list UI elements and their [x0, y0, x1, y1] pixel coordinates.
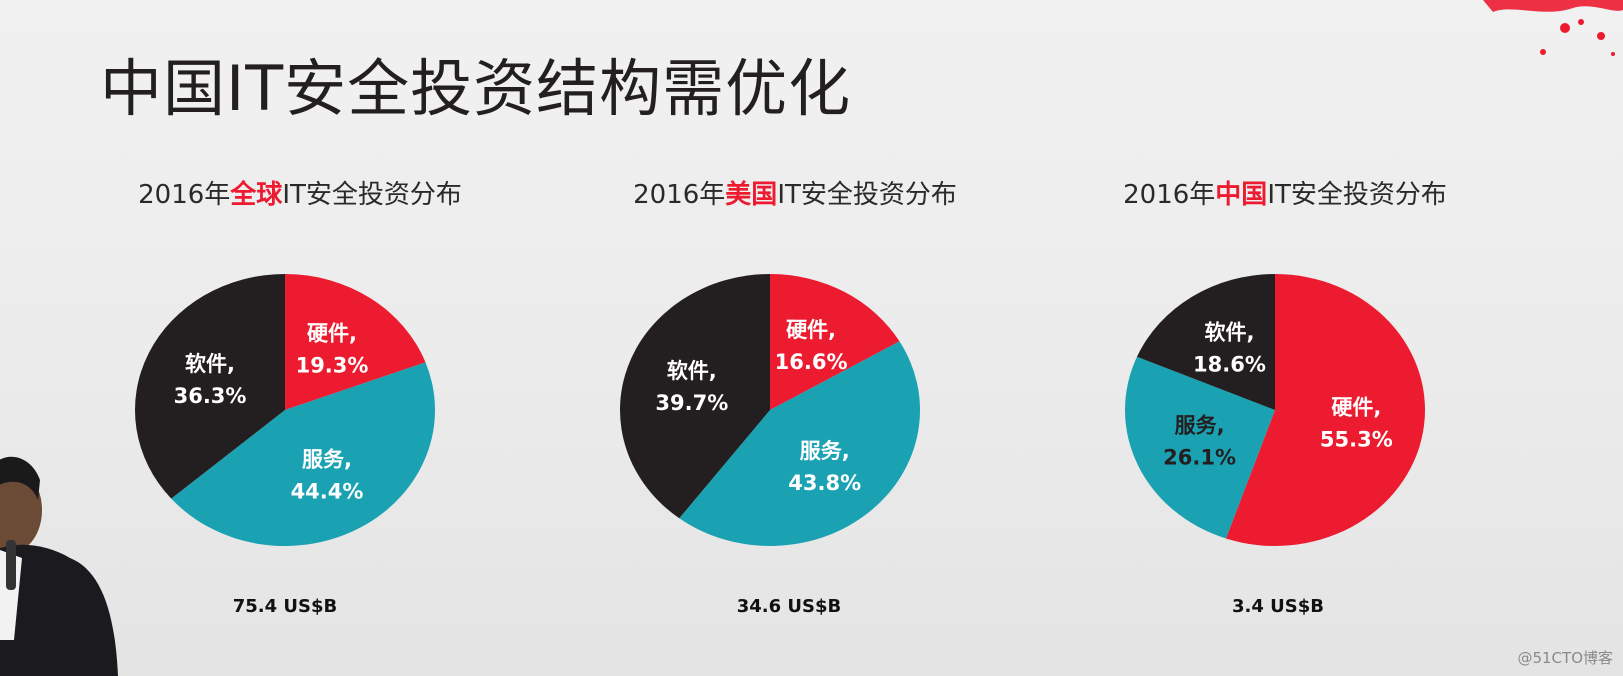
pie-chart-global: 硬件, 19.3% 服务, 44.4% 软件, 36.3% — [135, 274, 435, 546]
chart-title-prefix: 2016年 — [138, 180, 231, 210]
presenter-photo — [0, 456, 118, 676]
slice-category-label: 硬件, — [1331, 395, 1381, 419]
slice-value-label: 39.7% — [655, 391, 728, 415]
slice-value-label: 36.3% — [174, 384, 247, 408]
chart-title-suffix: IT安全投资分布 — [777, 180, 957, 210]
slice-category-label: 服务, — [800, 439, 850, 463]
slice-category-label: 软件, — [667, 359, 717, 383]
total-label-china: 3.4 US$B — [1232, 596, 1324, 617]
pie-slice-0 — [1225, 274, 1425, 546]
chart-title-china: 2016年中国IT安全投资分布 — [1123, 174, 1447, 211]
total-label-usa: 34.6 US$B — [736, 596, 842, 617]
chart-title-region: 美国 — [725, 180, 778, 210]
pie-slice-2 — [135, 274, 285, 499]
pie-slice-2 — [1136, 274, 1275, 410]
slice-value-label: 18.6% — [1193, 353, 1266, 377]
chart-title-region: 中国 — [1215, 180, 1268, 210]
chart-title-global: 2016年全球IT安全投资分布 — [138, 174, 462, 211]
slice-value-label: 44.4% — [291, 479, 364, 503]
pie-slice-1 — [171, 362, 435, 546]
slice-value-label: 55.3% — [1320, 427, 1393, 451]
pie-slice-2 — [620, 274, 770, 519]
chart-title-prefix: 2016年 — [1123, 180, 1216, 210]
chart-title-suffix: IT安全投资分布 — [1267, 180, 1447, 210]
chart-title-region: 全球 — [230, 180, 283, 210]
slice-category-label: 服务, — [302, 447, 352, 471]
pie-chart-china: 硬件, 55.3% 服务, 26.1% 软件, 18.6% — [1125, 274, 1425, 546]
slice-category-label: 软件, — [1204, 321, 1254, 345]
slice-value-label: 26.1% — [1163, 445, 1236, 469]
chart-title-suffix: IT安全投资分布 — [282, 180, 462, 210]
total-label-global: 75.4 US$B — [232, 596, 338, 617]
slice-category-label: 硬件, — [786, 318, 836, 342]
chart-title-usa: 2016年美国IT安全投资分布 — [633, 174, 957, 211]
pie-slice-1 — [679, 341, 921, 547]
slice-category-label: 硬件, — [307, 322, 357, 346]
slide-title: 中国IT安全投资结构需优化 — [100, 52, 852, 125]
slice-category-label: 服务, — [1175, 413, 1225, 437]
slice-value-label: 16.6% — [775, 350, 848, 374]
watermark: @51CTO博客 — [1517, 649, 1613, 667]
slice-category-label: 软件, — [185, 352, 235, 376]
slice-value-label: 43.8% — [788, 471, 861, 495]
pie-slice-0 — [770, 274, 900, 410]
slice-value-label: 19.3% — [296, 354, 369, 378]
pie-chart-usa: 硬件, 16.6% 服务, 43.8% 软件, 39.7% — [620, 274, 921, 547]
pie-slice-0 — [285, 274, 426, 410]
red-splash-decoration — [1483, 0, 1623, 56]
chart-title-prefix: 2016年 — [633, 180, 726, 210]
pie-slice-1 — [1125, 356, 1275, 539]
